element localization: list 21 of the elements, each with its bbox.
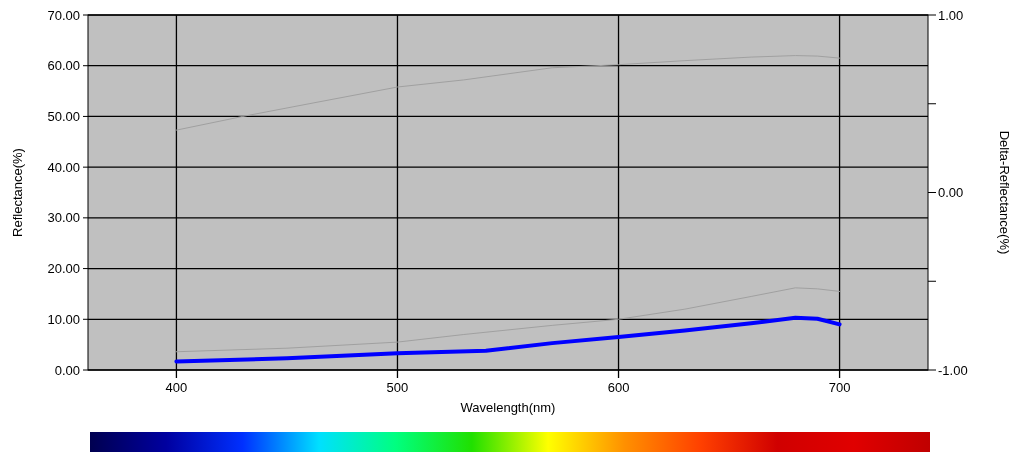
x-axis-title: Wavelength(nm) [460, 400, 556, 415]
y-tick-label: 70.00 [47, 7, 80, 23]
y-tick-label: 60.00 [47, 58, 80, 74]
line-series [175, 55, 841, 131]
x-tick-label: 700 [828, 380, 851, 395]
y-tick-label: 50.00 [47, 108, 80, 124]
y2-tick-label: -1.00 [938, 362, 968, 378]
x-tick-label: 600 [607, 380, 630, 395]
y-tick-label: 40.00 [47, 159, 80, 175]
y-tick-label: 30.00 [47, 210, 80, 226]
y-axis-title: Reflectance(%) [10, 148, 25, 237]
y-tick-label: 20.00 [47, 261, 80, 277]
y2-tick-label: 1.00 [938, 7, 964, 23]
x-tick-label: 500 [386, 380, 409, 395]
line-series [174, 315, 842, 364]
y-tick-label: 0.00 [54, 362, 80, 378]
y2-axis-title: Delta-Reflectance(%) [997, 130, 1012, 255]
y-tick-label: 10.00 [47, 311, 80, 327]
x-tick-label: 400 [165, 380, 188, 395]
line-series [175, 287, 841, 353]
y2-tick-label: 0.00 [938, 185, 964, 201]
